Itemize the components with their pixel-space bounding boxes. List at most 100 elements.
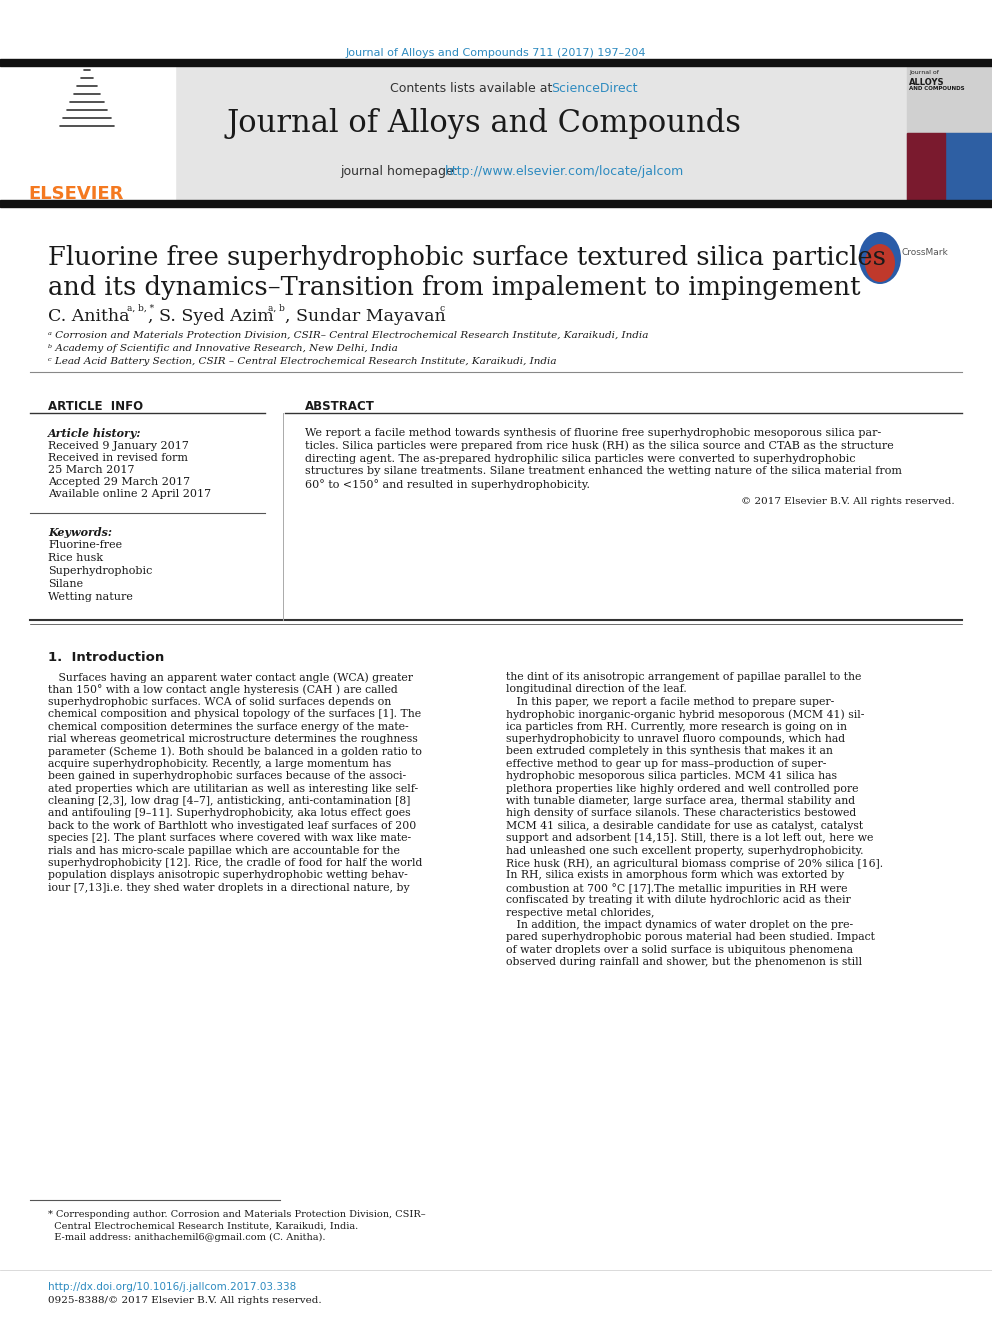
Text: Surfaces having an apparent water contact angle (WCA) greater: Surfaces having an apparent water contac… [48,672,413,683]
Text: Fluorine free superhydrophobic surface textured silica particles: Fluorine free superhydrophobic surface t… [48,245,886,270]
Text: a, b, *: a, b, * [127,304,154,314]
Text: ScienceDirect: ScienceDirect [551,82,638,95]
Text: Available online 2 April 2017: Available online 2 April 2017 [48,490,211,499]
Text: In this paper, we report a facile method to prepare super-: In this paper, we report a facile method… [506,697,834,706]
Bar [0,60,992,66]
Bar [907,66,992,200]
Text: Accepted 29 March 2017: Accepted 29 March 2017 [48,478,190,487]
Text: E-mail address: anithachemil6@gmail.com (C. Anitha).: E-mail address: anithachemil6@gmail.com … [48,1233,325,1242]
Text: been extruded completely in this synthesis that makes it an: been extruded completely in this synthes… [506,746,833,757]
Text: Received in revised form: Received in revised form [48,452,188,463]
Text: , S. Syed Azim: , S. Syed Azim [148,308,274,325]
Bar [945,134,992,200]
Text: hydrophobic inorganic-organic hybrid mesoporous (MCM 41) sil-: hydrophobic inorganic-organic hybrid mes… [506,709,864,720]
Text: support and adsorbent [14,15]. Still, there is a lot left out, here we: support and adsorbent [14,15]. Still, th… [506,833,873,843]
Text: Journal of Alloys and Compounds: Journal of Alloys and Compounds [226,108,741,139]
Text: 60° to <150° and resulted in superhydrophobicity.: 60° to <150° and resulted in superhydrop… [305,479,590,490]
Text: ticles. Silica particles were prepared from rice husk (RH) as the silica source : ticles. Silica particles were prepared f… [305,441,894,451]
Bar [0,200,992,206]
Text: respective metal chlorides,: respective metal chlorides, [506,908,655,918]
Text: hydrophobic mesoporous silica particles. MCM 41 silica has: hydrophobic mesoporous silica particles.… [506,771,837,781]
Text: MCM 41 silica, a desirable candidate for use as catalyst, catalyst: MCM 41 silica, a desirable candidate for… [506,820,863,831]
Text: with tunable diameter, large surface area, thermal stability and: with tunable diameter, large surface are… [506,796,855,806]
Text: ARTICLE  INFO: ARTICLE INFO [48,400,143,413]
Text: Fluorine-free: Fluorine-free [48,540,122,550]
Text: ALLOYS: ALLOYS [909,78,944,87]
Text: We report a facile method towards synthesis of fluorine free superhydrophobic me: We report a facile method towards synthe… [305,429,881,438]
Text: rials and has micro-scale papillae which are accountable for the: rials and has micro-scale papillae which… [48,845,400,856]
Text: http://www.elsevier.com/locate/jalcom: http://www.elsevier.com/locate/jalcom [445,165,684,179]
Text: Silane: Silane [48,579,83,589]
Text: longitudinal direction of the leaf.: longitudinal direction of the leaf. [506,684,686,695]
Text: ELSEVIER: ELSEVIER [28,185,123,202]
Text: CrossMark: CrossMark [902,247,948,257]
Text: structures by silane treatments. Silane treatment enhanced the wetting nature of: structures by silane treatments. Silane … [305,467,902,476]
Text: ᵃ Corrosion and Materials Protection Division, CSIR– Central Electrochemical Res: ᵃ Corrosion and Materials Protection Div… [48,331,649,340]
Text: ᶜ Lead Acid Battery Section, CSIR – Central Electrochemical Research Institute, : ᶜ Lead Acid Battery Section, CSIR – Cent… [48,357,557,366]
Text: Received 9 January 2017: Received 9 January 2017 [48,441,188,451]
Text: species [2]. The plant surfaces where covered with wax like mate-: species [2]. The plant surfaces where co… [48,833,411,843]
Text: * Corresponding author. Corrosion and Materials Protection Division, CSIR–: * Corresponding author. Corrosion and Ma… [48,1211,426,1218]
Text: effective method to gear up for mass–production of super-: effective method to gear up for mass–pro… [506,759,826,769]
Text: population displays anisotropic superhydrophobic wetting behav-: population displays anisotropic superhyd… [48,871,408,880]
Text: parameter (Scheme 1). Both should be balanced in a golden ratio to: parameter (Scheme 1). Both should be bal… [48,746,422,757]
Text: of water droplets over a solid surface is ubiquitous phenomena: of water droplets over a solid surface i… [506,945,853,955]
Text: a, b: a, b [268,304,285,314]
Text: plethora properties like highly ordered and well controlled pore: plethora properties like highly ordered … [506,783,858,794]
Text: Wetting nature: Wetting nature [48,591,133,602]
Text: superhydrophobic surfaces. WCA of solid surfaces depends on: superhydrophobic surfaces. WCA of solid … [48,697,391,706]
Text: Journal of Alloys and Compounds 711 (2017) 197–204: Journal of Alloys and Compounds 711 (201… [346,48,646,58]
Text: the dint of its anisotropic arrangement of papillae parallel to the: the dint of its anisotropic arrangement … [506,672,861,681]
Text: Article history:: Article history: [48,429,142,439]
Text: , Sundar Mayavan: , Sundar Mayavan [285,308,445,325]
Text: had unleashed one such excellent property, superhydrophobicity.: had unleashed one such excellent propert… [506,845,863,856]
Text: C. Anitha: C. Anitha [48,308,130,325]
Text: journal homepage:: journal homepage: [340,165,462,179]
Text: Keywords:: Keywords: [48,527,112,538]
Text: observed during rainfall and shower, but the phenomenon is still: observed during rainfall and shower, but… [506,958,862,967]
Bar [0,66,992,200]
Text: back to the work of Barthlott who investigated leaf surfaces of 200: back to the work of Barthlott who invest… [48,820,417,831]
Text: ated properties which are utilitarian as well as interesting like self-: ated properties which are utilitarian as… [48,783,418,794]
Text: 1.  Introduction: 1. Introduction [48,651,165,664]
Text: than 150° with a low contact angle hysteresis (CAH ) are called: than 150° with a low contact angle hyste… [48,684,398,696]
Text: ᵇ Academy of Scientific and Innovative Research, New Delhi, India: ᵇ Academy of Scientific and Innovative R… [48,344,398,353]
Text: Contents lists available at: Contents lists available at [390,82,557,95]
Text: AND COMPOUNDS: AND COMPOUNDS [909,86,964,91]
Text: Rice husk (RH), an agricultural biomass comprise of 20% silica [16].: Rice husk (RH), an agricultural biomass … [506,859,883,869]
Text: In RH, silica exists in amorphous form which was extorted by: In RH, silica exists in amorphous form w… [506,871,844,880]
Bar [907,134,945,200]
Bar [907,134,992,200]
Text: ABSTRACT: ABSTRACT [305,400,375,413]
Text: http://dx.doi.org/10.1016/j.jallcom.2017.03.338: http://dx.doi.org/10.1016/j.jallcom.2017… [48,1282,297,1293]
Text: Rice husk: Rice husk [48,553,103,564]
Text: high density of surface silanols. These characteristics bestowed: high density of surface silanols. These … [506,808,856,819]
Text: cleaning [2,3], low drag [4–7], antisticking, anti-contamination [8]: cleaning [2,3], low drag [4–7], antistic… [48,796,411,806]
Text: been gained in superhydrophobic surfaces because of the associ-: been gained in superhydrophobic surfaces… [48,771,406,781]
Text: 25 March 2017: 25 March 2017 [48,464,135,475]
Text: chemical composition determines the surface energy of the mate-: chemical composition determines the surf… [48,721,409,732]
Text: Journal of: Journal of [909,70,938,75]
Text: and antifouling [9–11]. Superhydrophobicity, aka lotus effect goes: and antifouling [9–11]. Superhydrophobic… [48,808,411,819]
Bar [0,66,175,200]
Text: c: c [440,304,445,314]
Text: directing agent. The as-prepared hydrophilic silica particles were converted to : directing agent. The as-prepared hydroph… [305,454,856,463]
Text: pared superhydrophobic porous material had been studied. Impact: pared superhydrophobic porous material h… [506,933,875,942]
Text: ica particles from RH. Currently, more research is going on in: ica particles from RH. Currently, more r… [506,721,847,732]
Text: Superhydrophobic: Superhydrophobic [48,566,153,576]
Text: 0925-8388/© 2017 Elsevier B.V. All rights reserved.: 0925-8388/© 2017 Elsevier B.V. All right… [48,1297,321,1304]
Text: combustion at 700 °C [17].The metallic impurities in RH were: combustion at 700 °C [17].The metallic i… [506,882,847,893]
Text: In addition, the impact dynamics of water droplet on the pre-: In addition, the impact dynamics of wate… [506,919,853,930]
Ellipse shape [859,232,901,284]
Text: superhydrophobicity [12]. Rice, the cradle of food for half the world: superhydrophobicity [12]. Rice, the crad… [48,859,423,868]
Text: © 2017 Elsevier B.V. All rights reserved.: © 2017 Elsevier B.V. All rights reserved… [741,497,955,505]
Text: and its dynamics–Transition from impalement to impingement: and its dynamics–Transition from impalem… [48,275,860,300]
Text: confiscated by treating it with dilute hydrochloric acid as their: confiscated by treating it with dilute h… [506,896,851,905]
Text: chemical composition and physical topology of the surfaces [1]. The: chemical composition and physical topolo… [48,709,422,720]
Text: rial whereas geometrical microstructure determines the roughness: rial whereas geometrical microstructure … [48,734,418,744]
Text: acquire superhydrophobicity. Recently, a large momentum has: acquire superhydrophobicity. Recently, a… [48,759,391,769]
Text: Central Electrochemical Research Institute, Karaikudi, India.: Central Electrochemical Research Institu… [48,1221,358,1230]
Text: superhydrophobicity to unravel fluoro compounds, which had: superhydrophobicity to unravel fluoro co… [506,734,845,744]
Text: iour [7,13]i.e. they shed water droplets in a directional nature, by: iour [7,13]i.e. they shed water droplets… [48,882,410,893]
Ellipse shape [865,243,895,282]
